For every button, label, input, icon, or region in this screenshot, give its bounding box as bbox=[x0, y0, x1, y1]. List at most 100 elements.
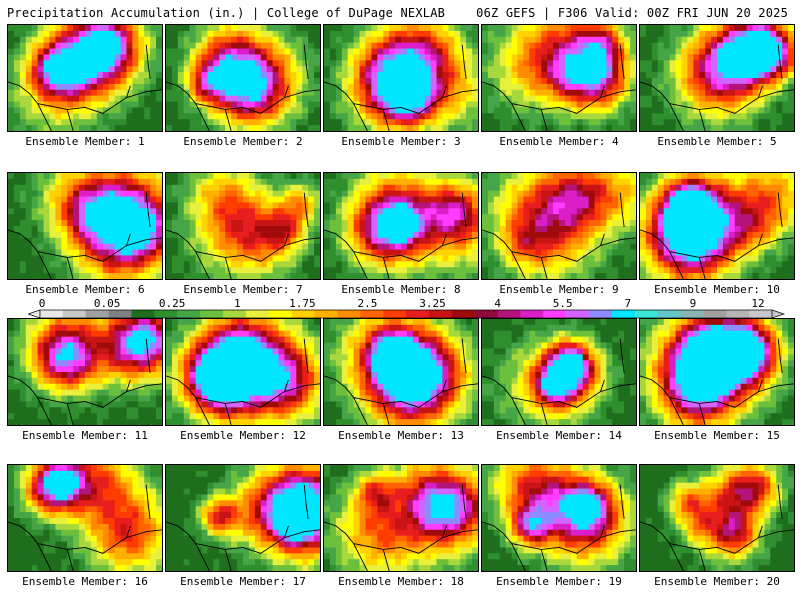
colorbar-tick-label: 0.05 bbox=[94, 298, 121, 310]
state-border-lines bbox=[166, 44, 320, 131]
colorbar-swatch bbox=[680, 310, 704, 318]
precip-field bbox=[8, 319, 162, 425]
precip-field bbox=[166, 173, 320, 279]
state-border-lines bbox=[482, 44, 636, 131]
colorbar-swatch bbox=[62, 310, 87, 318]
colorbar-tick-label: 7 bbox=[625, 298, 632, 310]
ensemble-map-6 bbox=[7, 172, 163, 280]
precip-field bbox=[8, 173, 162, 279]
colorbar-swatch bbox=[474, 310, 498, 318]
colorbar-tick-label: 1.75 bbox=[289, 298, 316, 310]
colorbar-swatch bbox=[634, 310, 658, 318]
colorbar-swatch bbox=[85, 310, 109, 318]
ensemble-map-8 bbox=[323, 172, 479, 280]
colorbar-swatch bbox=[726, 310, 750, 318]
colorbar-min-arrow bbox=[28, 309, 41, 319]
colorbar-swatch bbox=[497, 310, 521, 318]
colorbar-swatch bbox=[566, 310, 590, 318]
colorbar-swatch bbox=[360, 310, 384, 318]
ensemble-map-3 bbox=[323, 24, 479, 132]
ensemble-member-label-14: Ensemble Member: 14 bbox=[496, 429, 622, 442]
ensemble-member-label-2: Ensemble Member: 2 bbox=[183, 135, 303, 148]
ensemble-map-12 bbox=[165, 318, 321, 426]
ensemble-member-label-11: Ensemble Member: 11 bbox=[22, 429, 148, 442]
colorbar-tick-label: 2.5 bbox=[358, 298, 378, 310]
colorbar-tick-label: 4 bbox=[494, 298, 501, 310]
ensemble-member-label-18: Ensemble Member: 18 bbox=[338, 575, 464, 588]
map-title: Precipitation Accumulation (in.) | Colle… bbox=[7, 6, 446, 20]
state-border-lines bbox=[640, 338, 794, 425]
state-border-lines bbox=[482, 484, 636, 571]
state-border-lines bbox=[166, 484, 320, 571]
state-border-lines bbox=[640, 192, 794, 279]
colorbar-swatch bbox=[428, 310, 453, 318]
ensemble-member-label-10: Ensemble Member: 10 bbox=[654, 283, 780, 296]
ensemble-map-10 bbox=[639, 172, 795, 280]
precip-field bbox=[482, 173, 636, 279]
colorbar-swatch bbox=[131, 310, 155, 318]
ensemble-member-label-3: Ensemble Member: 3 bbox=[341, 135, 461, 148]
ensemble-map-9 bbox=[481, 172, 637, 280]
colorbar-tick-label: 0.25 bbox=[159, 298, 186, 310]
ensemble-member-label-1: Ensemble Member: 1 bbox=[25, 135, 145, 148]
colorbar-swatch bbox=[245, 310, 270, 318]
precip-field bbox=[640, 465, 794, 571]
ensemble-map-1 bbox=[7, 24, 163, 132]
colorbar-swatch bbox=[589, 310, 613, 318]
colorbar-swatch bbox=[749, 310, 773, 318]
ensemble-map-15 bbox=[639, 318, 795, 426]
colorbar-swatch bbox=[611, 310, 636, 318]
colorbar-swatch bbox=[383, 310, 407, 318]
colorbar-tick-label: 12 bbox=[751, 298, 764, 310]
state-border-lines bbox=[324, 484, 478, 571]
state-border-lines bbox=[482, 192, 636, 279]
ensemble-member-label-12: Ensemble Member: 12 bbox=[180, 429, 306, 442]
ensemble-map-16 bbox=[7, 464, 163, 572]
colorbar-max-arrow bbox=[771, 309, 786, 319]
state-border-lines bbox=[640, 484, 794, 571]
model-valid-time: 06Z GEFS | F306 Valid: 00Z FRI JUN 20 20… bbox=[476, 6, 788, 20]
ensemble-map-19 bbox=[481, 464, 637, 572]
colorbar-tick-label: 1 bbox=[234, 298, 241, 310]
state-border-lines bbox=[324, 192, 478, 279]
ensemble-map-18 bbox=[323, 464, 479, 572]
precip-field bbox=[640, 25, 794, 131]
precip-field bbox=[8, 465, 162, 571]
colorbar-tick-label: 0 bbox=[39, 298, 46, 310]
precip-field bbox=[324, 319, 478, 425]
state-border-lines bbox=[482, 338, 636, 425]
state-border-lines bbox=[8, 192, 162, 279]
colorbar-swatch bbox=[177, 310, 201, 318]
ensemble-member-label-4: Ensemble Member: 4 bbox=[499, 135, 619, 148]
ensemble-map-17 bbox=[165, 464, 321, 572]
state-border-lines bbox=[324, 44, 478, 131]
ensemble-member-label-17: Ensemble Member: 17 bbox=[180, 575, 306, 588]
colorbar-tick-label: 3.25 bbox=[419, 298, 446, 310]
colorbar-swatch bbox=[543, 310, 567, 318]
precip-field bbox=[166, 319, 320, 425]
state-border-lines bbox=[8, 44, 162, 131]
precip-field bbox=[166, 25, 320, 131]
precipitation-colorbar: 0 0.05 0.25 1 1.75 2.5 3.25 4 5.5 7 9 12 bbox=[28, 298, 786, 324]
ensemble-map-7 bbox=[165, 172, 321, 280]
ensemble-member-label-20: Ensemble Member: 20 bbox=[654, 575, 780, 588]
colorbar-swatch bbox=[223, 310, 247, 318]
ensemble-member-label-13: Ensemble Member: 13 bbox=[338, 429, 464, 442]
colorbar-swatch bbox=[520, 310, 544, 318]
ensemble-member-label-5: Ensemble Member: 5 bbox=[657, 135, 777, 148]
state-border-lines bbox=[8, 338, 162, 425]
ensemble-member-label-16: Ensemble Member: 16 bbox=[22, 575, 148, 588]
ensemble-map-5 bbox=[639, 24, 795, 132]
state-border-lines bbox=[8, 484, 162, 571]
ensemble-member-label-8: Ensemble Member: 8 bbox=[341, 283, 461, 296]
state-border-lines bbox=[166, 192, 320, 279]
ensemble-member-label-7: Ensemble Member: 7 bbox=[183, 283, 303, 296]
ensemble-map-14 bbox=[481, 318, 637, 426]
colorbar-swatch bbox=[337, 310, 361, 318]
colorbar-swatch bbox=[154, 310, 178, 318]
colorbar-swatch bbox=[268, 310, 292, 318]
colorbar-graphic: 0 0.05 0.25 1 1.75 2.5 3.25 4 5.5 7 9 12 bbox=[28, 298, 786, 319]
ensemble-member-label-9: Ensemble Member: 9 bbox=[499, 283, 619, 296]
state-border-lines bbox=[324, 338, 478, 425]
colorbar-swatch bbox=[291, 310, 315, 318]
